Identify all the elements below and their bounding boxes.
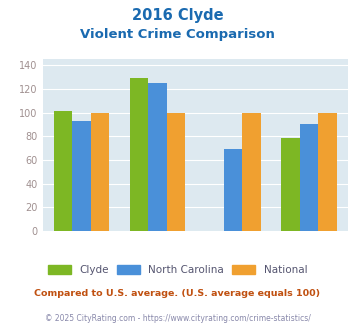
Bar [242, 113, 261, 231]
Bar [318, 113, 337, 231]
Text: Compared to U.S. average. (U.S. average equals 100): Compared to U.S. average. (U.S. average … [34, 289, 321, 298]
Legend: Clyde, North Carolina, National: Clyde, North Carolina, National [44, 261, 311, 280]
Text: 2016 Clyde: 2016 Clyde [132, 8, 223, 23]
Bar [72, 121, 91, 231]
Bar [300, 124, 318, 231]
Text: © 2025 CityRating.com - https://www.cityrating.com/crime-statistics/: © 2025 CityRating.com - https://www.city… [45, 314, 310, 323]
Bar [166, 113, 185, 231]
Bar [54, 112, 72, 231]
Bar [281, 138, 300, 231]
Bar [91, 113, 109, 231]
Bar [130, 78, 148, 231]
Bar [148, 83, 166, 231]
Bar [224, 149, 242, 231]
Text: Violent Crime Comparison: Violent Crime Comparison [80, 28, 275, 41]
